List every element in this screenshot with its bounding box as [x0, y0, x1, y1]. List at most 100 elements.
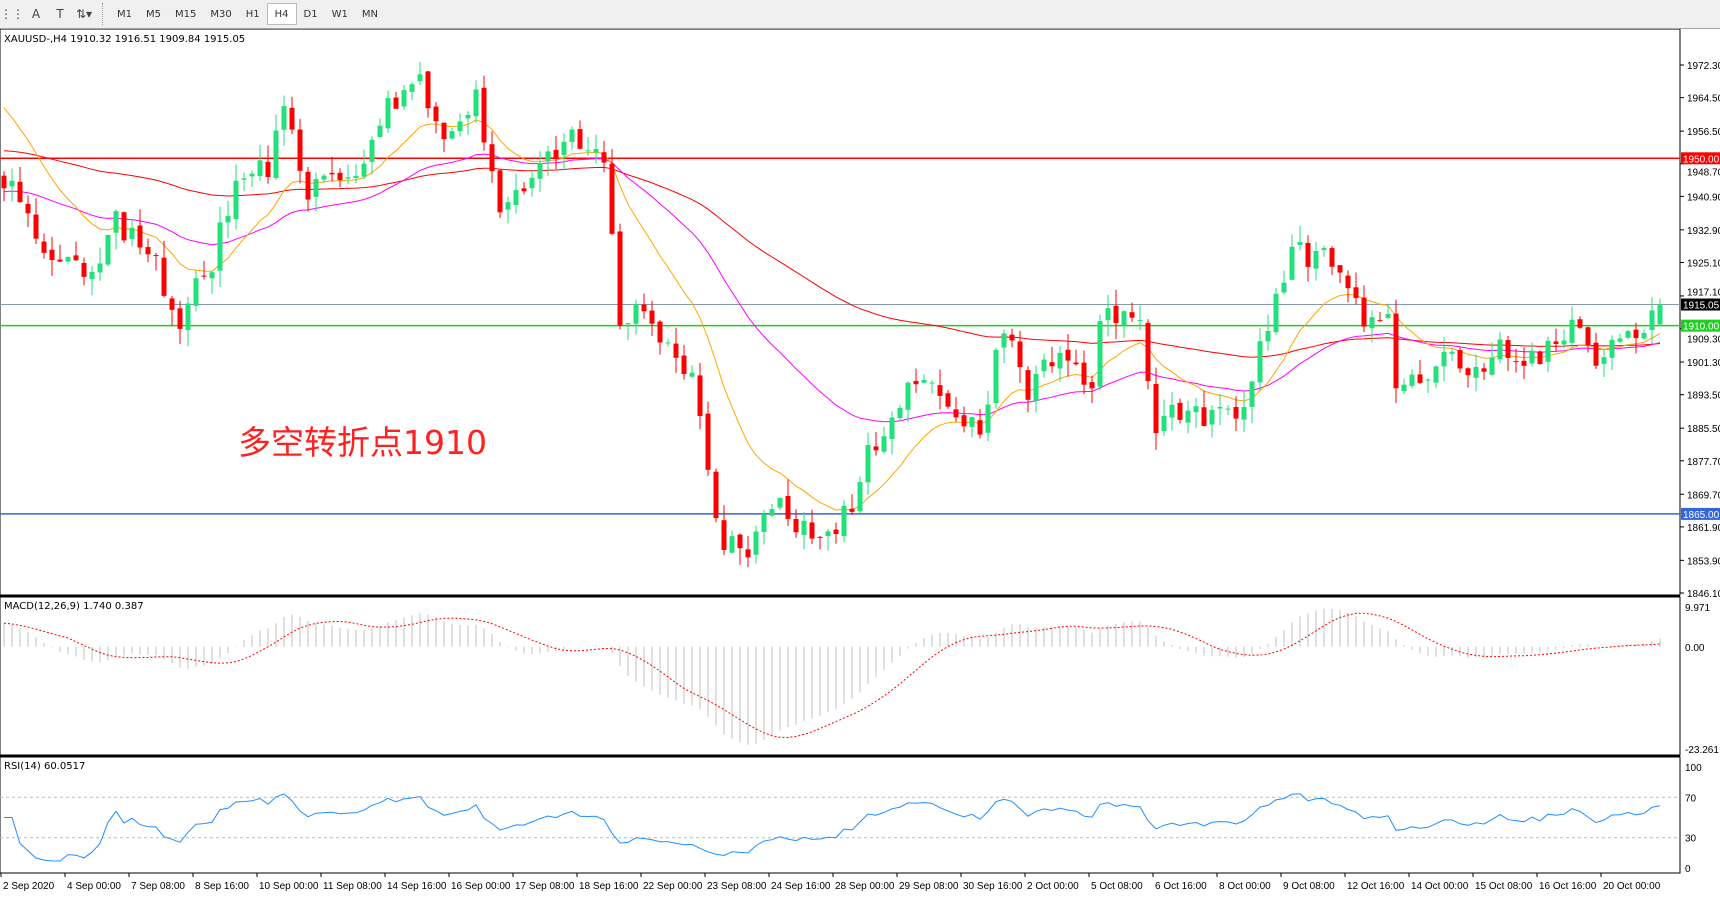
current-price-tag: [1681, 298, 1720, 311]
candle-bear: [33, 214, 39, 239]
time-label: 12 Oct 16:00: [1347, 881, 1405, 892]
candle-bear: [1305, 242, 1311, 267]
candle-bear: [329, 172, 335, 175]
candle-bull: [1649, 310, 1655, 331]
candle-bear: [793, 518, 799, 533]
level-tag: [1681, 152, 1720, 165]
candle-bull: [769, 509, 775, 516]
candle-bull: [473, 89, 479, 117]
arrows-icon[interactable]: ⇅▾: [75, 7, 93, 21]
candle-bull: [369, 139, 375, 162]
candle-bear: [1145, 322, 1151, 381]
timeframe-h4[interactable]: H4: [266, 3, 297, 25]
candle-bear: [1457, 350, 1463, 369]
time-label: 8 Oct 00:00: [1219, 881, 1271, 892]
candle-bull: [1497, 339, 1503, 360]
rsi-tick-label: 0: [1685, 864, 1691, 875]
candle-bull: [361, 163, 367, 177]
candle-bull: [1313, 251, 1319, 269]
candle-bear: [393, 97, 399, 109]
candle-bull: [985, 404, 991, 433]
candle-bull: [65, 256, 71, 262]
candle-bear: [737, 534, 743, 549]
candle-bull: [353, 175, 359, 179]
candle-bull: [777, 497, 783, 508]
price-tick-label: 1861.90: [1687, 523, 1720, 534]
time-label: 6 Oct 16:00: [1155, 881, 1207, 892]
candle-bear: [609, 163, 615, 234]
candle-bull: [585, 150, 591, 152]
candle-bull: [1617, 338, 1623, 342]
candle-bull: [1569, 319, 1575, 343]
candle-bull: [801, 520, 807, 535]
macd-label: MACD(12,26,9) 1.740 0.387: [4, 601, 144, 612]
candle-bull: [129, 227, 135, 239]
time-label: 8 Sep 16:00: [195, 881, 249, 892]
candle-bear: [1481, 368, 1487, 372]
candle-bear: [705, 413, 711, 470]
candle-bear: [577, 129, 583, 149]
candle-bear: [1345, 275, 1351, 289]
candle-bear: [289, 107, 295, 130]
candle-bear: [681, 355, 687, 375]
candle-bull: [401, 90, 407, 107]
candle-bear: [1153, 383, 1159, 434]
candle-bull: [225, 216, 231, 223]
timeframe-h1[interactable]: H1: [245, 8, 260, 20]
timeframe-m5[interactable]: M5: [146, 8, 161, 20]
candle-bear: [433, 106, 439, 122]
price-tick-label: 1940.90: [1687, 192, 1720, 203]
candle-bear: [1577, 319, 1583, 328]
text-box-icon[interactable]: T: [56, 7, 64, 21]
candle-bear: [153, 255, 159, 257]
candle-bear: [1017, 341, 1023, 368]
timeframe-d1[interactable]: D1: [303, 8, 318, 20]
candle-bear: [1089, 382, 1095, 389]
candle-bull: [753, 531, 759, 555]
candle-bull: [1169, 404, 1175, 418]
candle-bull: [897, 407, 903, 419]
toolbar: ⋮⋮ A T ⇅▾ M1 M5 M15 M30 H1 H4 D1 W1 MN: [0, 0, 1720, 29]
candle-bear: [713, 471, 719, 519]
macd-tick-label: 9.971: [1685, 603, 1710, 614]
candle-bull: [969, 417, 975, 427]
candle-bull: [569, 129, 575, 142]
candle-bull: [905, 382, 911, 410]
time-label: 16 Sep 00:00: [451, 881, 511, 892]
candle-bull: [1217, 406, 1223, 409]
candle-bull: [505, 202, 511, 210]
grid-lines-icon[interactable]: ⋮⋮: [0, 7, 24, 21]
candle-bull: [1625, 330, 1631, 338]
candle-bull: [545, 151, 551, 162]
rsi-tick-label: 70: [1685, 793, 1697, 804]
timeframe-mn[interactable]: MN: [361, 8, 378, 20]
candle-bear: [1113, 305, 1119, 323]
candle-bear: [657, 321, 663, 343]
candle-bull: [409, 84, 415, 92]
candle-bull: [345, 177, 351, 179]
candle-bull: [633, 304, 639, 324]
time-label: 14 Sep 16:00: [387, 881, 447, 892]
text-label-icon[interactable]: A: [31, 7, 41, 21]
timeframe-w1[interactable]: W1: [331, 8, 348, 20]
candle-bear: [57, 259, 63, 262]
price-tick-label: 1901.30: [1687, 358, 1720, 369]
time-label: 24 Sep 16:00: [771, 881, 831, 892]
candle-bear: [961, 415, 967, 427]
rsi-label: RSI(14) 60.0517: [4, 761, 86, 772]
candle-bull: [193, 278, 199, 306]
candle-bull: [1097, 321, 1103, 387]
candle-bear: [809, 522, 815, 539]
price-chart[interactable]: 1972.30 1964.50 1956.50 1948.70 1940.90 1932.…: [0, 29, 1720, 897]
candle-bear: [81, 262, 87, 277]
time-label: 20 Oct 00:00: [1603, 881, 1661, 892]
price-tick-label: 1932.90: [1687, 226, 1720, 237]
candle-bull: [529, 177, 535, 189]
timeframe-m1[interactable]: M1: [117, 8, 132, 20]
timeframe-m15[interactable]: M15: [175, 8, 197, 20]
timeframe-m30[interactable]: M30: [210, 8, 232, 20]
candle-bull: [1249, 381, 1255, 407]
candle-bear: [161, 257, 167, 296]
candle-bear: [1353, 287, 1359, 299]
candle-bull: [1441, 351, 1447, 367]
